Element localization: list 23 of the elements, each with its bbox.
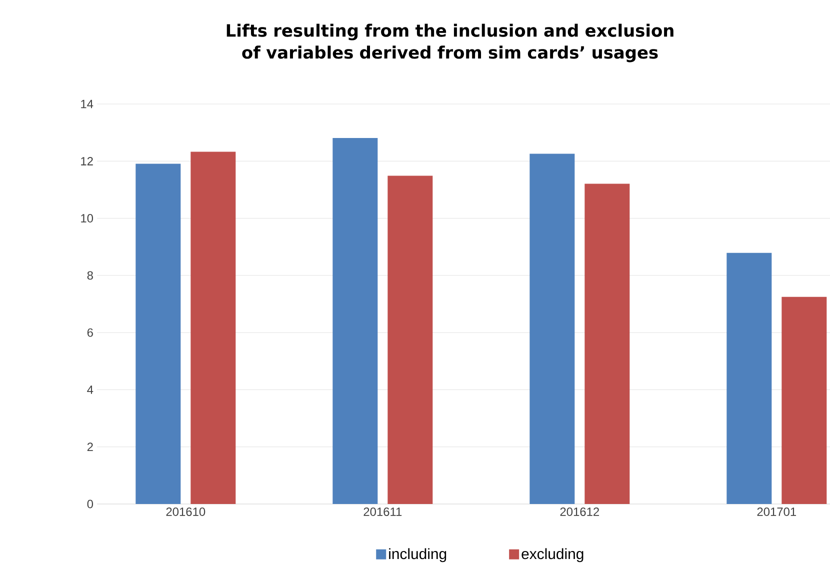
y-tick-label: 0 — [87, 500, 94, 508]
y-tick-label: 6 — [87, 328, 93, 337]
legend-label: including — [389, 548, 446, 562]
y-tick-label: 4 — [87, 386, 94, 394]
x-tick-label: 201701 — [757, 508, 796, 516]
legend-label: excluding — [522, 548, 584, 562]
bar — [332, 138, 378, 504]
chart-title: Lifts resulting from the inclusion and exclusion of variables derived from sim cards’ usages — [226, 24, 674, 62]
y-tick-label: 8 — [87, 271, 93, 280]
bar — [136, 164, 181, 504]
bar — [530, 154, 575, 504]
bar — [782, 296, 827, 504]
bar — [190, 152, 236, 504]
x-tick-label: 201612 — [560, 508, 599, 516]
bar — [584, 184, 630, 504]
bar — [726, 252, 772, 504]
x-tick-label: 201610 — [166, 508, 206, 516]
bar — [388, 176, 433, 504]
y-tick-label: 14 — [81, 100, 94, 108]
y-tick-label: 2 — [87, 442, 93, 452]
x-tick-label: 201611 — [364, 508, 402, 516]
y-tick-label: 10 — [81, 214, 94, 223]
y-tick-label: 12 — [81, 156, 93, 166]
